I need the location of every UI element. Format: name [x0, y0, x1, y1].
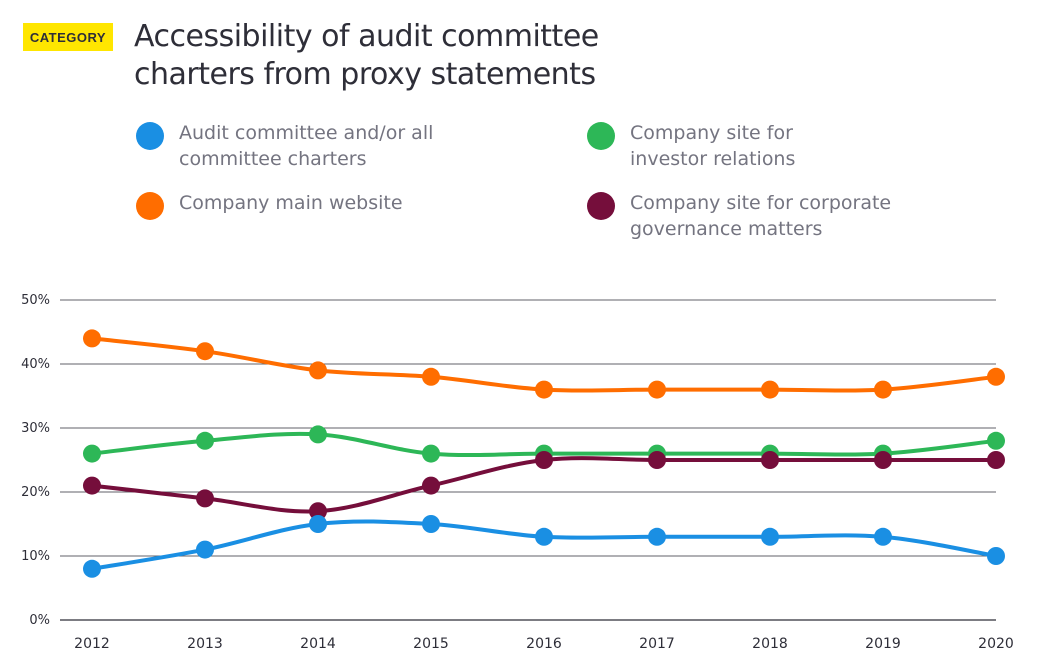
title-line-2: charters from proxy statements — [134, 57, 596, 92]
data-point-audit-committee-and-or-all-committee-charters — [422, 515, 440, 533]
legend-item-audit-committee: Audit committee and/or all committee cha… — [136, 120, 479, 172]
data-point-audit-committee-and-or-all-committee-charters — [874, 527, 892, 546]
x-tick-label: 2016 — [526, 636, 562, 652]
data-point-company-site-for-corporate-governance-matters — [422, 476, 440, 495]
data-point-company-site-for-corporate-governance-matters — [309, 502, 327, 521]
y-tick-label: 50% — [21, 293, 50, 308]
legend-label-line-1: Company site for corporate — [630, 192, 892, 214]
data-point-audit-committee-and-or-all-committee-charters — [987, 547, 1005, 565]
x-tick-label: 2014 — [300, 636, 336, 652]
data-point-audit-committee-and-or-all-committee-charters — [309, 515, 327, 533]
data-point-company-site-for-corporate-governance-matters — [535, 451, 553, 469]
data-point-company-site-for-corporate-governance-matters — [874, 451, 892, 469]
x-tick-label: 2020 — [978, 636, 1014, 652]
data-point-audit-committee-and-or-all-committee-charters — [196, 540, 214, 559]
x-tick-label: 2012 — [74, 636, 110, 652]
legend-label-main-website: Company main website — [179, 190, 479, 216]
data-point-company-main-website — [874, 380, 892, 399]
legend-label-line-2: governance matters — [630, 218, 823, 240]
data-point-company-main-website — [761, 380, 779, 399]
data-point-audit-committee-and-or-all-committee-charters — [761, 527, 779, 546]
legend-label-line-2: committee charters — [179, 148, 367, 170]
category-badge: CATEGORY — [23, 23, 113, 51]
data-point-company-main-website — [422, 367, 440, 386]
legend-label-investor-relations: Company site for investor relations — [630, 120, 930, 172]
data-point-company-site-for-investor-relations — [309, 425, 327, 444]
data-point-company-main-website — [196, 342, 214, 361]
data-point-company-main-website — [535, 380, 553, 399]
title-line-1: Accessibility of audit committee — [134, 19, 599, 54]
legend-label-audit-committee: Audit committee and/or all committee cha… — [179, 120, 479, 172]
x-tick-label: 2017 — [639, 636, 675, 652]
y-tick-label: 0% — [29, 613, 50, 628]
legend-swatch-corporate-governance — [587, 192, 615, 220]
x-tick-label: 2018 — [752, 636, 788, 652]
legend-swatch-investor-relations — [587, 122, 615, 150]
y-tick-label: 30% — [21, 421, 50, 436]
data-point-company-site-for-corporate-governance-matters — [196, 489, 214, 508]
y-tick-label: 40% — [21, 357, 50, 372]
legend-label-corporate-governance: Company site for corporate governance ma… — [630, 190, 930, 242]
data-point-company-main-website — [83, 329, 101, 348]
x-tick-label: 2019 — [865, 636, 901, 652]
data-point-company-main-website — [309, 361, 327, 380]
legend-swatch-audit-committee — [136, 122, 164, 150]
data-point-company-site-for-investor-relations — [987, 431, 1005, 450]
legend-label-line-1: Company main website — [179, 192, 403, 214]
data-point-company-site-for-investor-relations — [422, 444, 440, 463]
legend-item-investor-relations: Company site for investor relations — [587, 120, 930, 172]
data-point-company-site-for-corporate-governance-matters — [83, 476, 101, 495]
legend-label-line-1: Audit committee and/or all — [179, 122, 434, 144]
data-point-company-site-for-corporate-governance-matters — [761, 451, 779, 469]
y-tick-label: 10% — [21, 549, 50, 564]
data-point-company-site-for-investor-relations — [196, 431, 214, 450]
x-tick-label: 2015 — [413, 636, 449, 652]
data-point-company-site-for-investor-relations — [83, 444, 101, 463]
data-point-company-main-website — [987, 367, 1005, 386]
chart-title: Accessibility of audit committee charter… — [134, 18, 734, 94]
x-tick-label: 2013 — [187, 636, 223, 652]
legend-label-line-2: investor relations — [630, 148, 796, 170]
legend-label-line-1: Company site for — [630, 122, 793, 144]
data-point-company-site-for-corporate-governance-matters — [987, 451, 1005, 469]
data-point-audit-committee-and-or-all-committee-charters — [535, 527, 553, 546]
legend-item-corporate-governance: Company site for corporate governance ma… — [587, 190, 930, 242]
y-tick-label: 20% — [21, 485, 50, 500]
legend-item-main-website: Company main website — [136, 190, 479, 220]
data-point-company-main-website — [648, 380, 666, 399]
data-point-company-site-for-corporate-governance-matters — [648, 451, 666, 469]
data-point-audit-committee-and-or-all-committee-charters — [648, 527, 666, 546]
data-point-audit-committee-and-or-all-committee-charters — [83, 559, 101, 578]
legend-swatch-main-website — [136, 192, 164, 220]
